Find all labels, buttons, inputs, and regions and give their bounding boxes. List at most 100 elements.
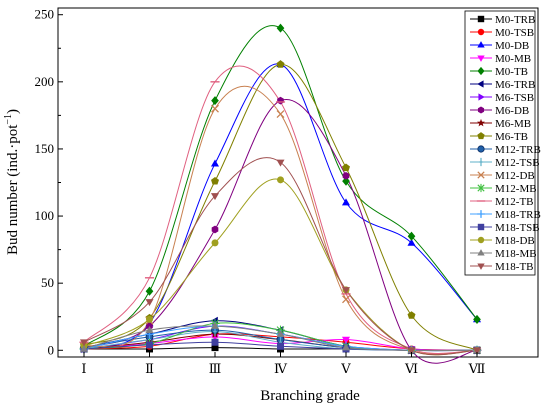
y-tick-label: 250 [35,7,55,22]
data-point-m0-db [407,238,416,246]
data-point-m18-db [211,239,219,247]
data-point-m0-db [341,198,351,206]
data-point-m6-db [211,225,219,234]
data-point-m18-mb [276,329,285,337]
series-lines [83,25,478,364]
legend-label-m18-tsb: M18-TSB [495,222,540,234]
legend-label-m18-mb: M18-MB [495,248,537,260]
data-point-m0-tb [211,96,219,106]
legend-marker-m6-trb [477,80,484,88]
series-line-m12-tb [83,65,478,354]
legend-marker-m0-mb [477,55,485,62]
data-point-m0-tb [276,23,285,33]
x-tick-label: Ⅶ [468,361,486,376]
legend-label-m6-db: M6-DB [495,105,529,117]
legend-marker-m6-db [477,106,485,114]
legend-marker-m12-tsb [479,157,483,167]
data-point-m18-tb [79,339,89,347]
data-point-m6-tb [407,311,416,319]
data-point-m0-tb [145,286,154,296]
y-tick-label: 150 [35,141,55,156]
legend-marker-m0-tsb [477,28,485,36]
data-point-m12-db [276,110,285,119]
data-point-m18-db [146,315,153,323]
x-tick-label: Ⅲ [209,361,222,376]
data-point-m6-db [342,171,350,180]
data-point-m0-tb [342,176,350,186]
y-tick-label: 50 [41,275,54,290]
legend-marker-m6-tsb [478,93,485,101]
data-point-m18-db [277,176,284,184]
legend-marker-m0-trb [477,15,485,23]
legend-label-m0-tb: M0-TB [495,66,528,78]
data-point-m18-mb [145,325,154,333]
y-axis-title: Bud number (ind.·pot−1) [3,109,21,255]
x-tick-label: Ⅰ [81,361,86,376]
series-markers [79,23,482,355]
legend-marker-m18-trb [477,210,485,218]
data-point-m18-tsb [277,342,284,350]
data-point-m6-tb [342,163,350,172]
x-axis-title: Branching grade [260,388,360,404]
legend-label-m0-db: M0-DB [495,40,529,52]
legend: M0-TRBM0-TSBM0-DBM0-MBM0-TBM6-TRBM6-TSBM… [464,10,541,276]
x-tick-label: Ⅳ [274,361,288,376]
data-point-m6-tb [276,60,285,68]
data-point-m18-tb [276,159,285,167]
legend-label-m0-mb: M0-MB [495,53,531,65]
legend-marker-m18-mb [477,249,485,256]
legend-marker-m12-db [477,171,485,179]
legend-label-m12-tb: M12-TB [495,196,534,208]
legend-label-m18-tb: M18-TB [495,261,534,273]
y-axis-title-close: ) [5,109,21,114]
legend-label-m18-db: M18-DB [495,235,535,247]
y-tick-label: 100 [35,208,55,223]
data-point-m6-tb [211,176,219,185]
legend-marker-m6-tb [477,132,485,140]
x-tick-label: Ⅵ [404,361,418,376]
legend-label-m12-tsb: M12-TSB [495,157,540,169]
data-point-m0-tb [473,314,481,324]
y-axis-ticks: 0 50 100 150 200 250 [35,7,63,357]
data-point-m12-db [342,295,350,304]
y-tick-label: 0 [48,342,55,357]
data-point-m18-mb [79,344,89,352]
legend-box [464,10,536,276]
x-tick-label: Ⅱ [145,361,154,376]
legend-label-m6-mb: M6-MB [495,118,531,130]
series-line-m0-db [83,63,478,349]
legend-label-m12-mb: M12-MB [495,183,537,195]
y-axis-title-main: Bud number (ind.·pot [5,124,21,255]
legend-marker-m12-trb [477,145,485,153]
data-point-m18-mb [341,343,351,351]
data-point-m18-tb [407,347,416,355]
legend-label-m0-tsb: M0-TSB [495,27,534,39]
legend-marker-m18-tb [477,263,485,270]
data-point-m18-tb [145,299,154,307]
legend-label-m18-trb: M18-TRB [495,209,541,221]
legend-marker-m6-mb [477,118,485,127]
data-point-m18-tb [210,193,220,201]
legend-label-m6-trb: M6-TRB [495,79,535,91]
data-point-m18-tb [472,347,482,355]
data-point-m18-tsb [146,341,153,349]
x-tick-label: Ⅴ [340,361,351,376]
series-line-m0-tb [83,25,478,347]
data-point-m0-mb [341,336,351,344]
legend-label-m0-trb: M0-TRB [495,14,535,26]
legend-marker-m0-tb [477,66,485,76]
legend-label-m12-trb: M12-TRB [495,144,541,156]
data-point-m18-tsb [211,338,219,346]
data-point-m18-tb [341,287,351,295]
legend-label-m6-tb: M6-TB [495,131,528,143]
legend-marker-m18-db [477,236,485,244]
legend-marker-m0-db [477,41,485,48]
y-axis-title-superscript: −1 [3,114,14,125]
legend-label-m12-db: M12-DB [495,170,535,182]
series-line-m6-tb [83,63,478,351]
data-point-m12-db [211,104,219,113]
legend-marker-m18-tsb [477,223,485,231]
data-point-m0-tb [407,231,416,241]
legend-marker-m12-mb [476,183,486,193]
